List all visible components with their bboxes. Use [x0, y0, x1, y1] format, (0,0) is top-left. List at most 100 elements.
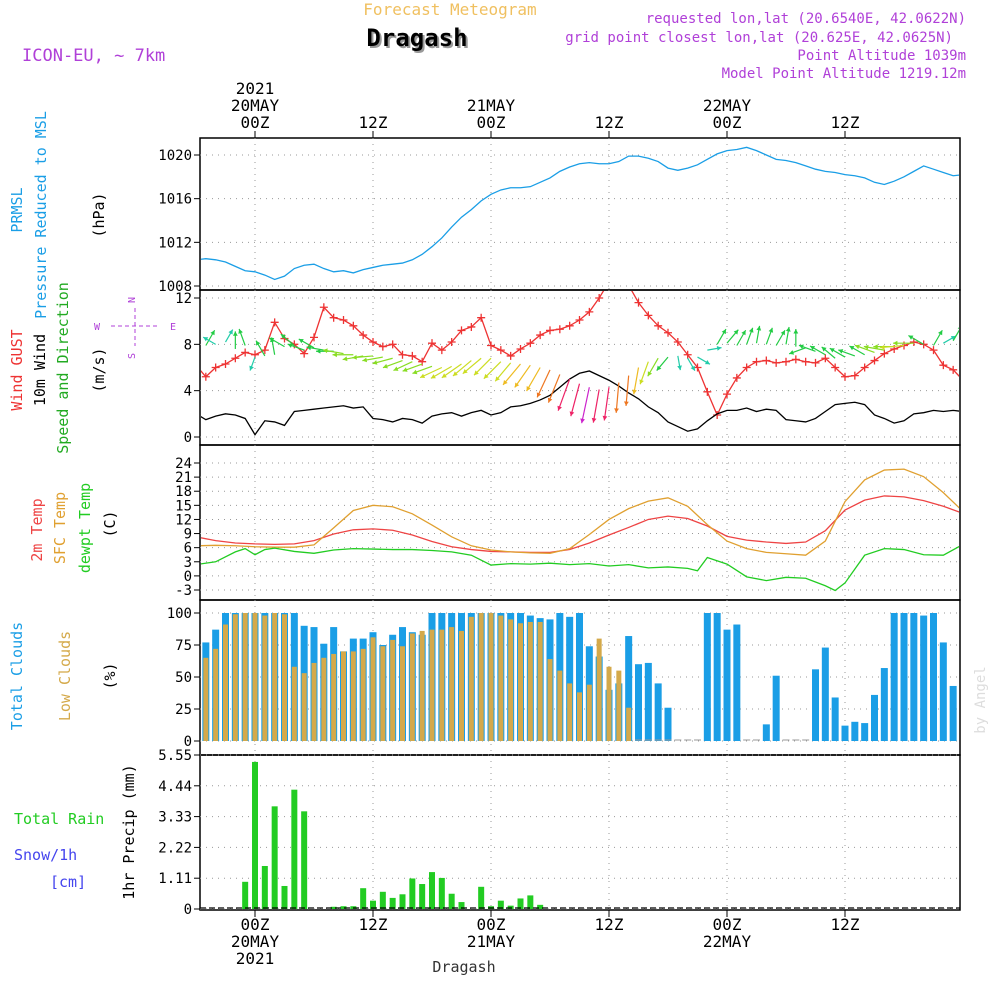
- low-bar: [321, 657, 327, 741]
- temp-label-sfc: SFC Temp: [51, 492, 69, 564]
- wind-arrow: [547, 374, 561, 403]
- wind-arrow: [255, 340, 266, 357]
- gust-point: [664, 328, 672, 337]
- gust-point: [821, 354, 830, 363]
- point-altitude: Point Altitude 1039m: [797, 48, 966, 64]
- temperature-ytick-label: 0: [184, 569, 192, 585]
- gust-point: [939, 361, 948, 370]
- requested-coords: requested lon,lat (20.6540E, 42.0622N): [646, 11, 966, 27]
- temperature-ytick-label: -3: [175, 583, 192, 599]
- top-tick-label: 22MAY: [703, 96, 752, 115]
- wind-arrow: [697, 356, 711, 365]
- pressure-ytick-label: 1016: [158, 192, 192, 208]
- clouds-series: [202, 613, 957, 741]
- low-bar: [380, 646, 386, 741]
- gust-point: [811, 358, 820, 367]
- wind-arrow: [332, 352, 354, 358]
- pressure-ytick-label: 1020: [158, 148, 192, 164]
- pressure-series: [201, 146, 959, 281]
- rain-bar: [301, 811, 308, 909]
- wind-arrow: [614, 382, 620, 413]
- gust-point: [575, 316, 584, 325]
- wind-arrow: [502, 363, 521, 386]
- gust-point: [506, 351, 515, 360]
- wind-arrow: [687, 357, 696, 372]
- gust-point: [742, 363, 751, 372]
- wind-arrow: [880, 344, 905, 350]
- low-bar: [527, 621, 533, 741]
- low-bar: [311, 662, 317, 741]
- gust-point: [349, 321, 358, 330]
- clouds-ytick-label: 0: [184, 734, 192, 750]
- wind-ytick-label: 0: [184, 430, 192, 446]
- gust-point: [782, 357, 790, 366]
- temperature-ytick-label: 15: [175, 498, 192, 514]
- gust-point: [723, 390, 731, 399]
- total-bar: [644, 662, 652, 741]
- gust-point: [487, 341, 495, 350]
- low-bar: [291, 666, 297, 741]
- rain-bar: [291, 789, 298, 909]
- rain-bar: [389, 897, 396, 909]
- clouds-ytick-label: 100: [167, 606, 192, 622]
- wind-arrow: [514, 364, 531, 388]
- gust-point: [270, 318, 279, 327]
- total-bar: [890, 613, 898, 741]
- pressure-unit: (hPa): [90, 192, 108, 237]
- gust-point: [565, 321, 574, 330]
- rain-bar: [507, 905, 514, 909]
- low-bar: [596, 638, 602, 741]
- wind-arrow: [557, 378, 571, 411]
- wind-arrow: [591, 389, 600, 423]
- wind-arrow: [362, 356, 383, 363]
- wind-arrow: [863, 344, 885, 351]
- low-bar: [341, 651, 346, 741]
- gust-point: [516, 344, 525, 353]
- temp-label-dewpt: dewpt Temp: [76, 483, 94, 573]
- wind-arrow: [441, 363, 462, 379]
- wind-arrow: [821, 346, 836, 359]
- rain-bar: [261, 865, 268, 909]
- total-bar: [821, 647, 829, 741]
- pressure-label-2: Pressure Reduced to MSL: [32, 111, 50, 319]
- rain-bar: [429, 872, 435, 909]
- bottom-tick-label: 12Z: [595, 915, 624, 934]
- rain-bar: [271, 806, 278, 909]
- wind-arrow: [352, 354, 374, 360]
- wind-arrow: [602, 387, 610, 421]
- wind-arrow: [716, 328, 727, 345]
- gust-point: [496, 346, 505, 355]
- rain-bar: [370, 900, 376, 909]
- bottom-tick-label: 00Z: [477, 915, 506, 934]
- gust-point: [693, 363, 702, 372]
- gust-point: [467, 322, 476, 331]
- precip-ytick-label: 4.44: [158, 779, 192, 795]
- total-bar: [851, 721, 859, 741]
- top-tick-label: 12Z: [831, 113, 860, 132]
- total-bar: [841, 725, 849, 741]
- wind-arrow: [707, 346, 722, 351]
- gust-point: [919, 340, 928, 349]
- top-tick-label: 00Z: [477, 113, 506, 132]
- compass-icon: N S W E: [94, 297, 176, 359]
- total-bar: [762, 724, 770, 741]
- wind-arrow: [677, 355, 682, 371]
- low-bar: [331, 653, 337, 741]
- bottom-tick-label: 21MAY: [467, 932, 516, 951]
- low-bar: [586, 684, 592, 741]
- wind-arrow: [393, 361, 413, 372]
- bottom-tick-label: 00Z: [713, 915, 742, 934]
- gust-point: [369, 338, 377, 347]
- total-bar: [654, 683, 662, 741]
- gust-point: [791, 355, 800, 364]
- total-bar: [664, 707, 672, 741]
- rain-bar: [537, 904, 544, 909]
- total-bar: [703, 613, 711, 741]
- wind-arrow: [785, 326, 791, 345]
- low-bar: [626, 707, 632, 741]
- rain-bar: [252, 761, 258, 909]
- low-bar: [577, 692, 582, 741]
- precip-frame: [199, 754, 961, 911]
- wind-arrow: [765, 327, 774, 345]
- total-bar: [900, 613, 908, 741]
